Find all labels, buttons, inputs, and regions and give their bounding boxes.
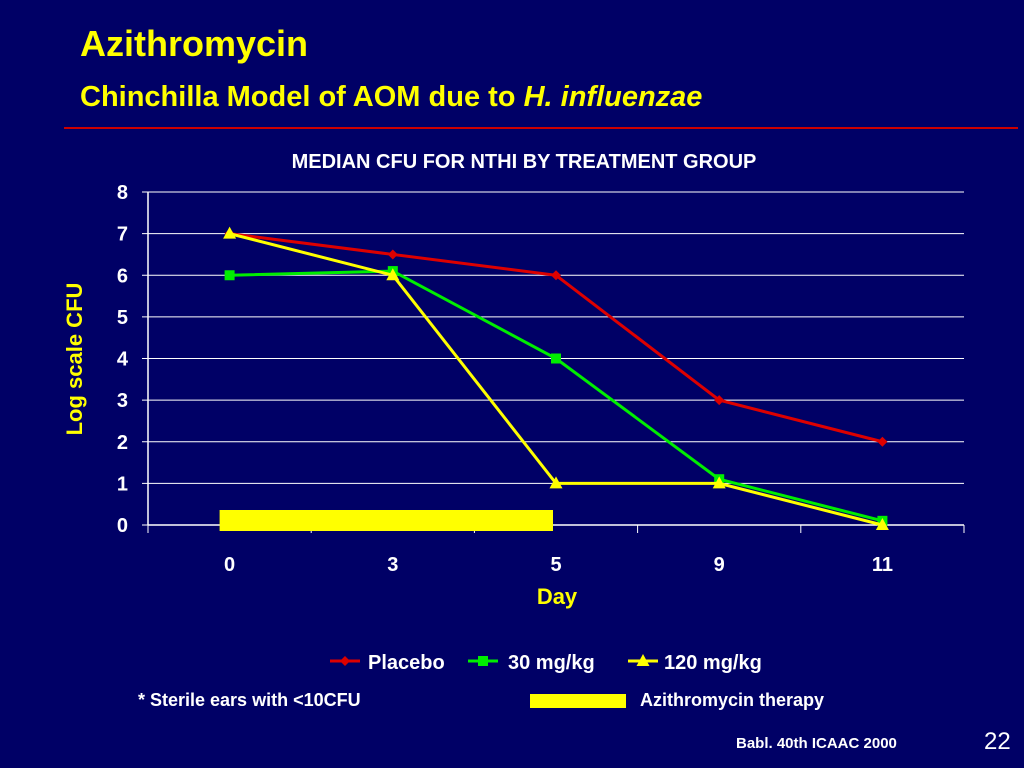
x-tick-label: 3 xyxy=(387,554,398,576)
point-marker xyxy=(877,436,888,447)
chart-title: MEDIAN CFU FOR NTHI BY TREATMENT GROUP xyxy=(292,151,757,173)
y-axis-label: Log scale CFU xyxy=(62,283,87,436)
point-marker xyxy=(224,270,235,281)
x-tick-label: 0 xyxy=(224,554,235,576)
point-marker xyxy=(875,518,889,530)
point-marker xyxy=(551,353,561,364)
slide-title: Azithromycin xyxy=(80,23,309,64)
gridlines xyxy=(142,191,964,526)
y-tick-label: 7 xyxy=(117,224,128,246)
x-axis-label: Day xyxy=(537,584,578,609)
therapy-legend-label: Azithromycin therapy xyxy=(640,690,825,710)
point-marker xyxy=(551,270,561,281)
title-divider xyxy=(64,127,1018,129)
x-tick-label: 5 xyxy=(550,554,561,576)
subtitle-main: Chinchilla Model of AOM due to xyxy=(80,81,524,113)
point-marker xyxy=(712,476,726,489)
y-tick-label: 6 xyxy=(117,265,128,287)
y-tick-label: 4 xyxy=(117,349,129,371)
therapy-bar xyxy=(219,510,553,531)
page-number: 22 xyxy=(984,728,1011,755)
y-tick-label: 2 xyxy=(117,432,128,454)
legend-entry: Placebo xyxy=(330,652,445,674)
x-tick-labels: 0 3 5 9 11 xyxy=(224,554,893,576)
subtitle-organism: H. influenzae xyxy=(523,81,703,113)
point-marker xyxy=(478,656,488,666)
series-2 xyxy=(223,226,889,530)
y-tick-label: 3 xyxy=(117,390,128,412)
legend: Placebo 30 mg/kg 120 mg/kg xyxy=(330,652,762,674)
series-lines xyxy=(223,226,889,530)
legend-label: 30 mg/kg xyxy=(508,652,595,674)
y-tick-label: 8 xyxy=(117,182,128,204)
slide-subtitle: Chinchilla Model of AOM due to H. influe… xyxy=(80,80,702,114)
point-marker xyxy=(714,395,725,406)
footnote: * Sterile ears with <10CFU xyxy=(138,690,361,710)
citation: Babl. 40th ICAAC 2000 xyxy=(736,735,897,752)
point-marker xyxy=(549,476,563,489)
therapy-legend-swatch xyxy=(530,694,626,708)
point-marker xyxy=(340,656,350,666)
legend-label: Placebo xyxy=(368,652,445,674)
y-tick-label: 0 xyxy=(117,515,128,537)
series-line xyxy=(229,232,883,444)
point-marker xyxy=(386,268,400,281)
series-0 xyxy=(224,228,888,447)
legend-entry: 120 mg/kg xyxy=(628,652,762,674)
point-marker xyxy=(636,654,650,666)
x-tick-label: 11 xyxy=(872,554,893,576)
x-tick-label: 9 xyxy=(714,554,725,576)
legend-entry: 30 mg/kg xyxy=(468,652,595,674)
therapy-period xyxy=(219,510,553,531)
y-tick-label: 1 xyxy=(117,473,128,495)
legend-label: 120 mg/kg xyxy=(664,652,762,674)
point-marker xyxy=(223,226,237,239)
y-tick-labels: 0 1 2 3 4 5 6 7 8 xyxy=(117,182,129,537)
y-tick-label: 5 xyxy=(117,307,128,329)
point-marker xyxy=(387,249,398,260)
